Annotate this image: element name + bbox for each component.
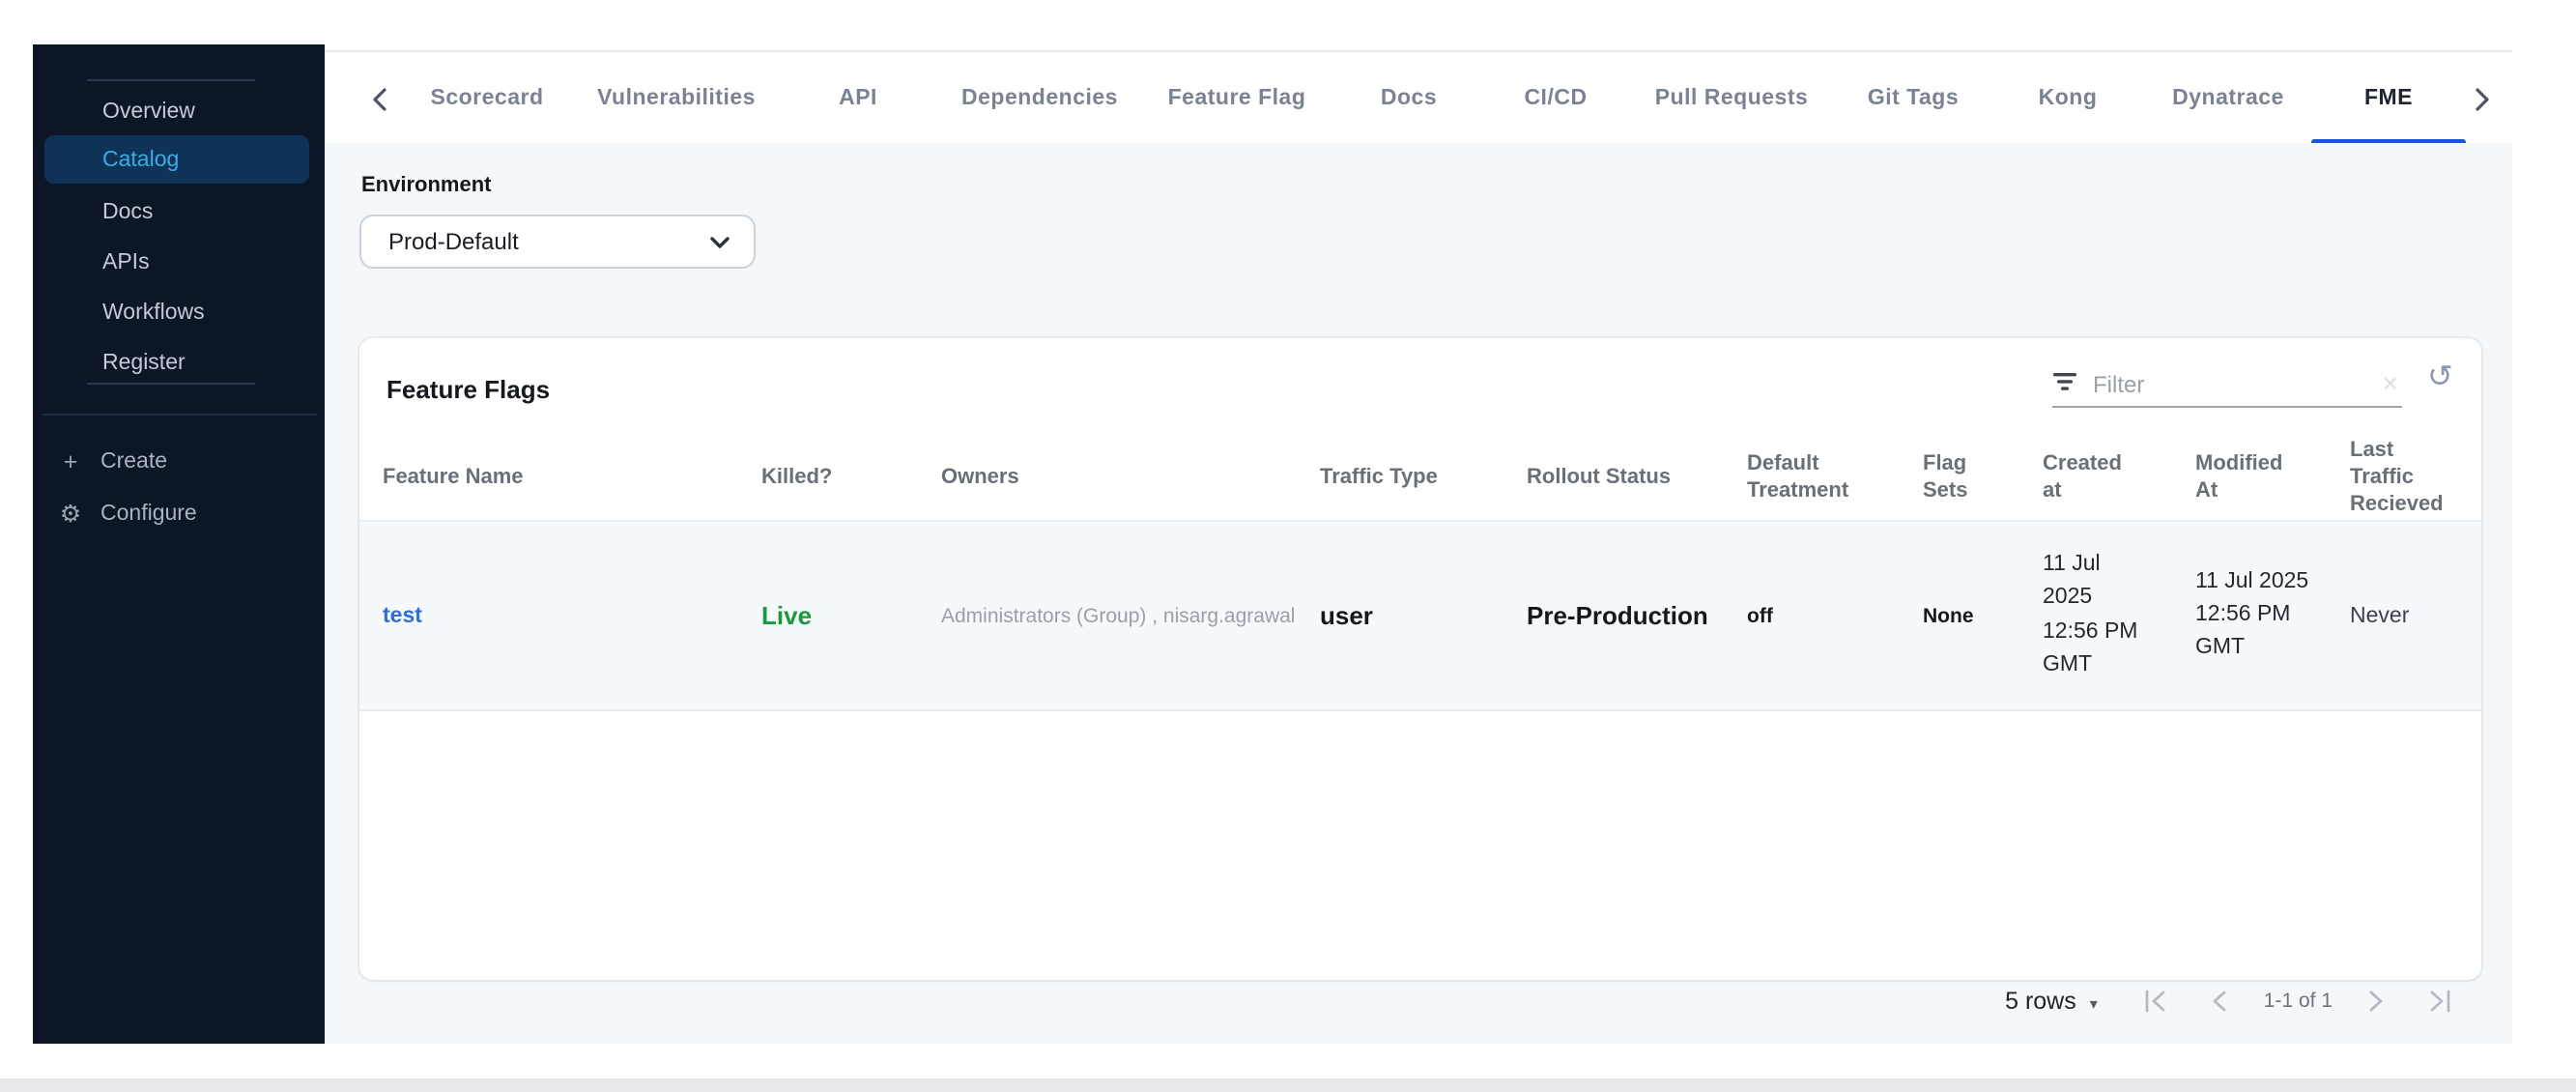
column-header-feature-name: Feature Name [383,465,524,489]
tab-cicd[interactable]: CI/CD [1524,87,1588,110]
filter-field: × [2052,361,2402,408]
table-header-row: Feature Name Killed? Owners Traffic Type… [359,435,2481,522]
tab-pull-requests[interactable]: Pull Requests [1654,87,1809,110]
sidebar-item-label: Workflows [102,301,205,324]
gear-icon: ⚙ [59,498,82,528]
default-treatment-value: off [1747,604,1773,627]
sidebar-item-catalog[interactable]: Catalog [44,135,309,184]
rollout-status-value: Pre-Production [1527,601,1708,630]
column-header-rollout-status: Rollout Status [1527,465,1672,489]
pagination-bar: 5 rows ▾ 1-1 of 1 [325,978,2474,1024]
sidebar-item-docs[interactable]: Docs [44,187,309,236]
chevron-right-icon[interactable] [2474,52,2491,145]
previous-page-icon[interactable] [2212,990,2229,1013]
next-page-icon[interactable] [2367,990,2385,1013]
card-title: Feature Flags [386,375,551,404]
sidebar-action-label: Create [100,450,168,474]
feature-flags-card: Feature Flags × ↺ Feature Name Killed? O… [359,338,2481,980]
column-header-last-traffic-recieved: Last Traffic Recieved [2350,438,2444,517]
sidebar-action-configure[interactable]: ⚙ Configure [58,499,197,530]
tab-git-tags[interactable]: Git Tags [1867,87,1960,110]
chevron-down-icon [709,228,730,255]
tab-docs[interactable]: Docs [1380,87,1438,110]
sidebar-item-overview[interactable]: Overview [44,87,309,135]
sidebar-divider [87,79,255,81]
column-header-default-treatment: Default Treatment [1747,451,1849,503]
tab-scorecard[interactable]: Scorecard [430,87,544,110]
sidebar-item-register[interactable]: Register [44,338,309,387]
sidebar-action-create[interactable]: + Create [58,446,167,477]
filter-funnel-icon [2052,366,2077,401]
environment-label: Environment [361,174,492,197]
traffic-type-value: user [1320,601,1373,630]
column-header-killed: Killed? [761,465,833,489]
sidebar-item-label: Register [102,351,186,374]
column-header-owners: Owners [941,465,1019,489]
tab-api[interactable]: API [839,87,877,110]
first-page-icon[interactable] [2144,990,2169,1013]
clear-filter-icon[interactable]: × [2382,366,2398,397]
feature-name-link[interactable]: test [383,604,422,627]
rows-per-page-value: 5 rows [2005,988,2076,1015]
tab-bar: Scorecard Vulnerabilities API Dependenci… [325,50,2512,145]
created-at-value: 11 Jul 2025 12:56 PM GMT [2043,553,2138,676]
pagination-range-label: 1-1 of 1 [2263,990,2333,1013]
sidebar-item-label: Overview [102,100,195,123]
column-header-modified-at: Modified At [2195,451,2283,503]
tab-feature-flag[interactable]: Feature Flag [1167,87,1306,110]
column-header-flag-sets: Flag Sets [1923,451,1968,503]
sidebar-divider [87,383,255,385]
sidebar: Overview Catalog Docs APIs Workflows Reg… [33,44,325,1044]
sidebar-item-label: APIs [102,250,150,273]
last-page-icon[interactable] [2427,990,2452,1013]
tab-dynatrace[interactable]: Dynatrace [2172,87,2284,110]
flag-sets-value: None [1923,604,1974,627]
tab-fme[interactable]: FME [2363,87,2414,110]
sidebar-item-workflows[interactable]: Workflows [44,288,309,336]
tab-vulnerabilities[interactable]: Vulnerabilities [597,87,756,110]
sidebar-item-apis[interactable]: APIs [44,238,309,286]
plus-icon: + [63,447,78,475]
environment-selected-value: Prod-Default [388,228,519,255]
column-header-traffic-type: Traffic Type [1320,465,1438,489]
modified-at-value: 11 Jul 2025 12:56 PM GMT [2195,569,2309,660]
tab-dependencies[interactable]: Dependencies [961,87,1118,110]
window-bottom-edge [0,1078,2576,1092]
sidebar-item-label: Catalog [102,148,180,171]
sidebar-item-label: Docs [102,200,154,223]
chevron-left-icon[interactable] [371,52,388,145]
sidebar-action-label: Configure [100,503,197,526]
active-tab-indicator [2311,139,2466,145]
last-traffic-recieved-value: Never [2350,604,2410,627]
reset-icon[interactable]: ↺ [2427,358,2453,394]
caret-down-icon: ▾ [2089,994,2098,1012]
rows-per-page-select[interactable]: 5 rows ▾ [2005,988,2098,1015]
table-row[interactable]: test Live Administrators (Group) , nisar… [359,522,2481,711]
sidebar-divider [43,414,317,416]
environment-select[interactable]: Prod-Default [359,215,756,269]
owners-value: Administrators (Group) , nisarg.agrawal [941,604,1296,627]
tab-kong[interactable]: Kong [2038,87,2098,110]
column-header-created-at: Created at [2043,451,2122,503]
content-area: Environment Prod-Default Feature Flags ×… [325,143,2512,1044]
filter-input[interactable] [2093,370,2375,397]
killed-status: Live [761,601,813,630]
